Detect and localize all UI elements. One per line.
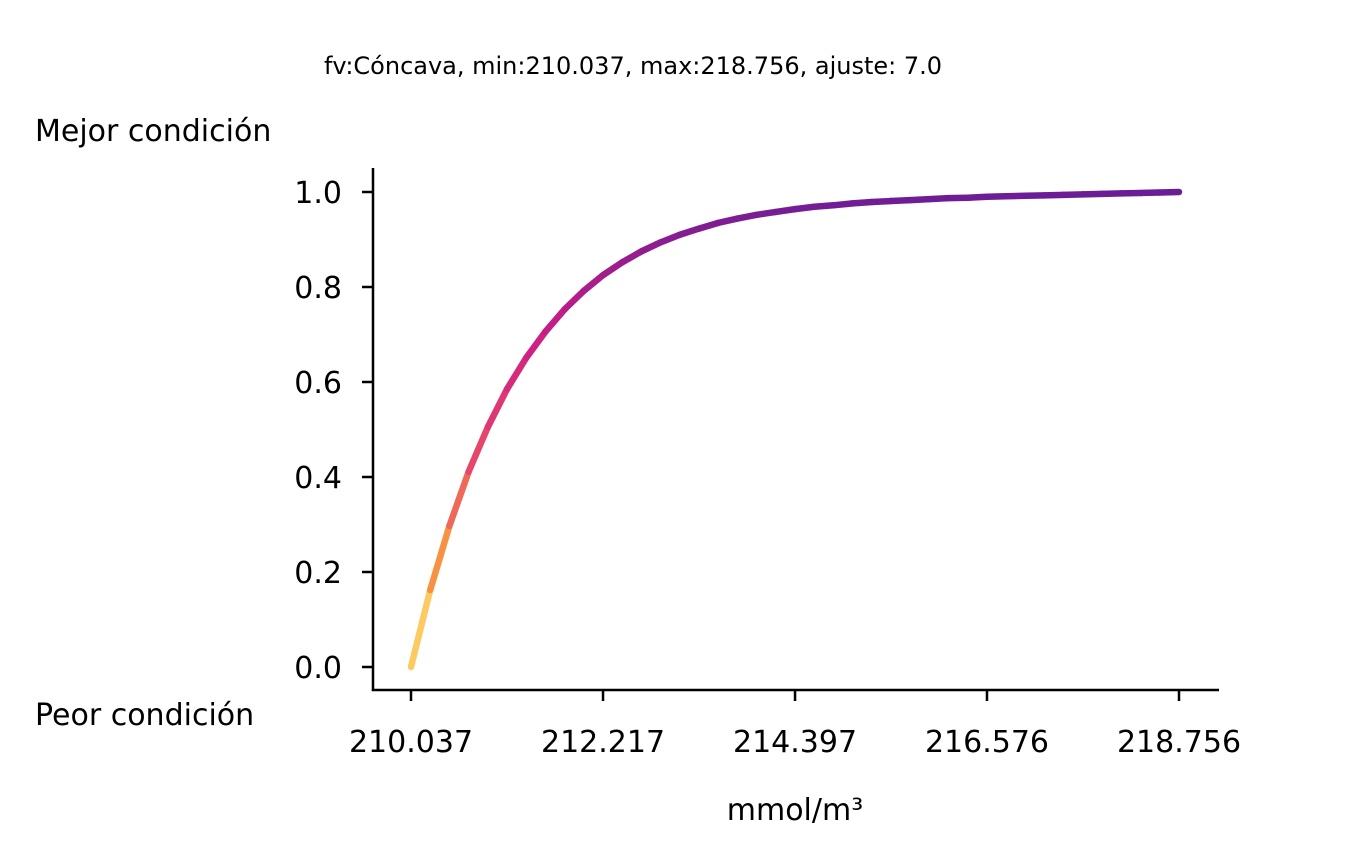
curve-series bbox=[407, 188, 1183, 671]
x-tick-label: 212.217 bbox=[541, 725, 665, 760]
curve-segment bbox=[542, 306, 568, 335]
x-tick-label: 216.576 bbox=[925, 725, 1049, 760]
y-tick-label: 0.8 bbox=[294, 271, 342, 306]
y-label-bottom: Peor condición bbox=[35, 698, 254, 733]
curve-segment bbox=[407, 586, 434, 671]
curve-segment bbox=[503, 354, 530, 393]
curve-segment bbox=[484, 385, 511, 431]
curve-segment bbox=[695, 219, 722, 232]
curve-segment bbox=[599, 259, 626, 279]
curve-segment bbox=[522, 328, 549, 362]
curve-segment bbox=[446, 468, 472, 530]
chart-title: fv:Cóncava, min:210.037, max:218.756, aj… bbox=[324, 52, 942, 80]
y-label-top: Mejor condición bbox=[35, 114, 271, 149]
x-tick-label: 214.397 bbox=[733, 725, 857, 760]
curve-segment bbox=[676, 225, 703, 238]
x-tick-label: 218.756 bbox=[1117, 725, 1241, 760]
y-tick-label: 0.4 bbox=[294, 461, 342, 496]
y-ticks: 0.0 0.2 0.4 0.6 0.8 1.0 bbox=[294, 176, 373, 686]
curve-segment bbox=[714, 215, 741, 227]
x-tick-label: 210.037 bbox=[349, 725, 473, 760]
x-ticks: 210.037 212.217 214.397 216.576 218.756 bbox=[349, 690, 1241, 760]
curve-segment bbox=[465, 423, 492, 476]
y-tick-label: 0.2 bbox=[294, 556, 342, 591]
x-axis-label: mmol/m³ bbox=[727, 793, 864, 828]
curve-segment bbox=[657, 231, 684, 246]
y-tick-label: 0.6 bbox=[294, 366, 342, 401]
curve-segment bbox=[561, 287, 588, 313]
y-tick-label: 0.0 bbox=[294, 651, 342, 686]
curve-segment bbox=[580, 271, 607, 295]
curve-segment bbox=[638, 239, 664, 255]
curve-segment bbox=[618, 248, 645, 266]
curve-segment bbox=[734, 211, 760, 222]
curve-segment bbox=[426, 522, 453, 594]
y-tick-label: 1.0 bbox=[294, 176, 342, 211]
